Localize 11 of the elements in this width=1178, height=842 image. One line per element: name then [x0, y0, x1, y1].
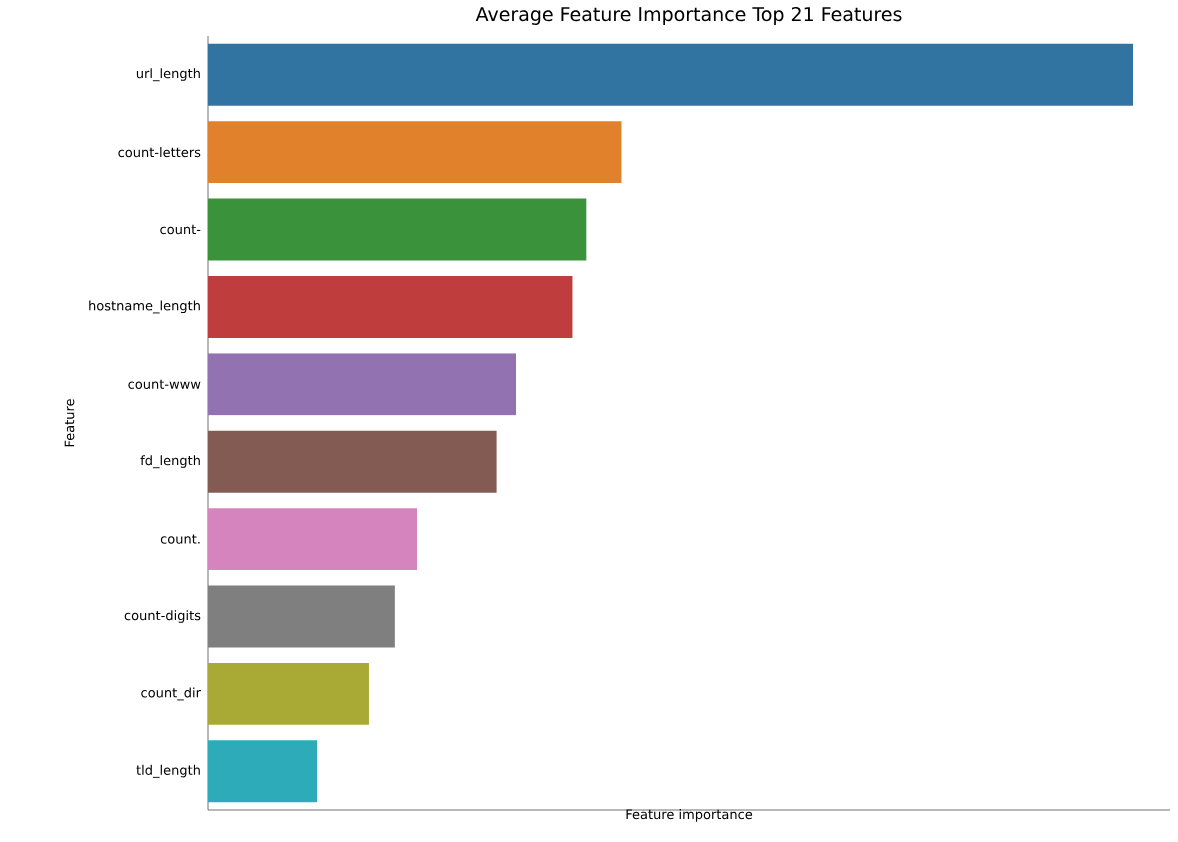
bar	[208, 585, 395, 648]
bar	[208, 353, 517, 416]
bar	[208, 275, 573, 338]
bar	[208, 198, 587, 261]
bar	[208, 121, 622, 184]
bar	[208, 508, 418, 571]
chart-title: Average Feature Importance Top 21 Features	[475, 6, 902, 25]
bar	[208, 662, 369, 725]
bar	[208, 430, 497, 493]
bar	[208, 43, 1134, 106]
bar	[208, 740, 318, 803]
